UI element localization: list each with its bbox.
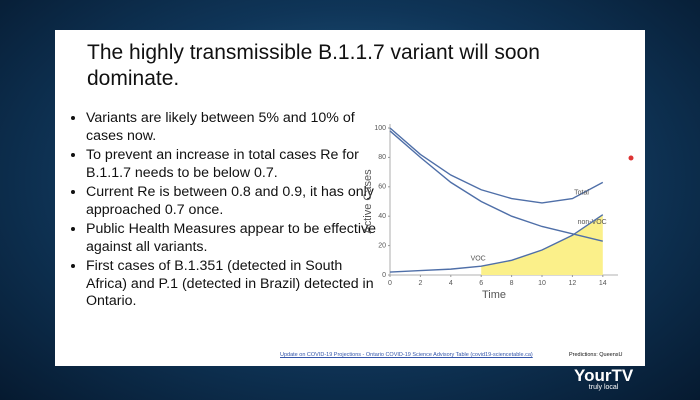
- credit: Predictions: QueensU: [569, 352, 623, 358]
- x-axis-label: Time: [482, 289, 506, 301]
- y-tick-label: 60: [378, 184, 386, 191]
- y-tick-label: 100: [374, 125, 386, 132]
- series-line: [389, 127, 604, 204]
- x-tick-label: 10: [538, 280, 546, 287]
- y-tick-label: 40: [378, 213, 386, 220]
- series-label: VOC: [471, 256, 486, 263]
- logo: YourTV truly local: [574, 366, 633, 391]
- y-tick-label: 80: [378, 154, 386, 161]
- slide: The highly transmissible B.1.1.7 variant…: [55, 30, 645, 366]
- y-tick-label: 0: [382, 272, 386, 279]
- series-line: [389, 214, 604, 273]
- voc-area: [481, 214, 603, 275]
- logo-brand: YourTV: [574, 366, 634, 385]
- slide-title: The highly transmissible B.1.1.7 variant…: [87, 41, 540, 90]
- bullet: Variants are likely between 5% and 10% o…: [86, 110, 376, 145]
- x-tick-label: 0: [388, 280, 392, 287]
- y-tick-label: 20: [378, 242, 386, 249]
- bullet: Current Re is between 0.8 and 0.9, it ha…: [86, 184, 376, 219]
- marker-dot: [628, 155, 634, 161]
- x-tick-label: 14: [599, 280, 607, 287]
- logo-tagline: truly local: [588, 384, 619, 391]
- x-tick-label: 8: [510, 280, 514, 287]
- bullet: Public Health Measures appear to be effe…: [86, 221, 376, 256]
- bullet-list: Variants are likely between 5% and 10% o…: [70, 110, 376, 313]
- y-axis-label: Active Cases: [362, 169, 374, 234]
- series-line: [389, 130, 603, 242]
- x-tick-label: 2: [418, 280, 422, 287]
- series-label: Total: [574, 190, 589, 197]
- bullet: First cases of B.1.351 (detected in Sout…: [86, 258, 376, 311]
- bullet: To prevent an increase in total cases Re…: [86, 147, 376, 182]
- source-link[interactable]: Update on COVID-19 Projections - Ontario…: [280, 352, 533, 358]
- x-tick-label: 12: [569, 280, 577, 287]
- x-tick-label: 4: [449, 280, 453, 287]
- x-tick-label: 6: [479, 280, 483, 287]
